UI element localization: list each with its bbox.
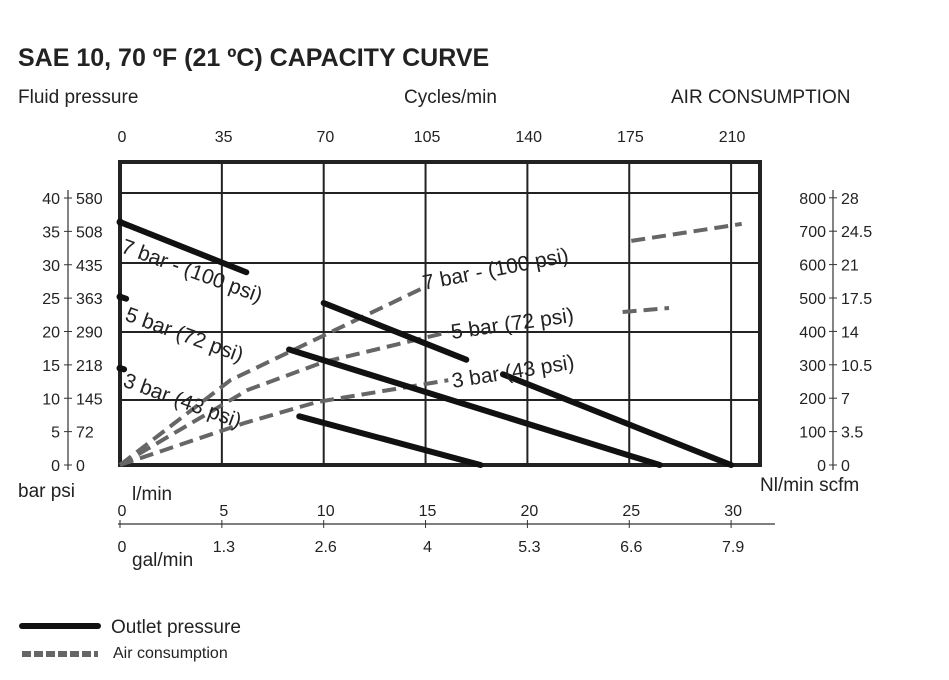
scfm-tick-label: 0 (841, 458, 850, 475)
scfm-tick-label: 17.5 (841, 291, 872, 308)
gpm-tick-label: 6.6 (620, 539, 642, 556)
left-axis-units: bar psi (18, 481, 75, 502)
bar-tick-label: 5 (51, 425, 60, 442)
psi-tick-label: 72 (76, 425, 94, 442)
lpm-tick-label: 15 (419, 503, 437, 520)
air-label-7bar: 7 bar - (100 psi) (421, 244, 571, 295)
cycles-tick-label: 105 (414, 129, 441, 146)
cycles-tick-label: 0 (118, 129, 127, 146)
lpm-axis-units: l/min (132, 484, 172, 505)
nl-tick-label: 0 (817, 458, 826, 475)
scfm-tick-label: 21 (841, 258, 859, 275)
psi-tick-label: 580 (76, 191, 103, 208)
scfm-tick-label: 7 (841, 391, 850, 408)
psi-tick-label: 508 (76, 224, 103, 241)
nl-tick-label: 700 (799, 224, 826, 241)
bar-tick-label: 20 (42, 325, 60, 342)
nl-tick-label: 200 (799, 391, 826, 408)
nl-tick-label: 800 (799, 191, 826, 208)
lpm-tick-label: 30 (724, 503, 742, 520)
outlet-label-3bar: 3 bar (43 psi) (120, 369, 244, 433)
right-axis-title: AIR CONSUMPTION (671, 87, 850, 108)
psi-tick-label: 363 (76, 291, 103, 308)
bar-tick-label: 30 (42, 258, 60, 275)
gpm-tick-label: 1.3 (213, 539, 235, 556)
outlet-pressure-line (296, 413, 484, 468)
outlet-pressure-series (116, 218, 735, 468)
gpm-tick-label: 5.3 (518, 539, 540, 556)
lpm-tick-label: 25 (622, 503, 640, 520)
scfm-tick-label: 3.5 (841, 425, 863, 442)
outlet-pressure-line (320, 300, 470, 363)
outlet-pressure-line (286, 346, 663, 468)
right-axis-units: Nl/min scfm (760, 475, 859, 496)
legend-outlet-label: Outlet pressure (111, 617, 241, 638)
psi-tick-label: 218 (76, 358, 103, 375)
lpm-tick-label: 10 (317, 503, 335, 520)
top-axis-title: Cycles/min (404, 87, 497, 108)
scfm-tick-label: 24.5 (841, 224, 872, 241)
gpm-tick-label: 0 (118, 539, 127, 556)
lpm-tick-label: 0 (118, 503, 127, 520)
scfm-tick-label: 14 (841, 324, 859, 341)
nl-tick-label: 400 (799, 324, 826, 341)
cycles-tick-label: 140 (515, 129, 542, 146)
lpm-tick-label: 5 (219, 503, 228, 520)
outlet-pressure-line (117, 219, 250, 276)
cycles-tick-label: 175 (617, 129, 644, 146)
scfm-tick-label: 28 (841, 191, 859, 208)
scfm-tick-label: 10.5 (841, 358, 872, 375)
gpm-tick-label: 7.9 (722, 539, 744, 556)
psi-tick-label: 0 (76, 458, 85, 475)
psi-tick-label: 145 (76, 391, 103, 408)
psi-tick-label: 435 (76, 258, 103, 275)
air-consumption-line (118, 330, 449, 467)
nl-tick-label: 500 (799, 291, 826, 308)
air-consumption-line (622, 306, 670, 314)
gpm-axis-units: gal/min (132, 550, 193, 571)
legend-air-label: Air consumption (113, 645, 228, 662)
nl-tick-label: 600 (799, 258, 826, 275)
nl-tick-label: 300 (799, 358, 826, 375)
bar-tick-label: 15 (42, 358, 60, 375)
cycles-tick-label: 70 (316, 129, 334, 146)
chart-title: SAE 10, 70 ºF (21 ºC) CAPACITY CURVE (18, 44, 489, 72)
gpm-tick-label: 4 (423, 539, 432, 556)
bar-tick-label: 35 (42, 224, 60, 241)
nl-tick-label: 100 (799, 425, 826, 442)
air-label-5bar: 5 bar (72 psi) (449, 304, 575, 344)
air-consumption-line (630, 221, 743, 243)
bar-tick-label: 40 (42, 191, 60, 208)
gpm-tick-label: 2.6 (315, 539, 337, 556)
bar-tick-label: 10 (42, 391, 60, 408)
plot-frame (118, 160, 762, 467)
outlet-pressure-line (117, 365, 128, 373)
air-consumption-line (119, 378, 449, 467)
lpm-tick-label: 20 (521, 503, 539, 520)
left-axis-title: Fluid pressure (18, 87, 138, 108)
outlet-label-5bar: 5 bar (72 psi) (122, 303, 246, 367)
outlet-pressure-line (499, 371, 735, 468)
bar-tick-label: 25 (42, 291, 60, 308)
psi-tick-label: 290 (76, 325, 103, 342)
cycles-tick-label: 35 (215, 129, 233, 146)
cycles-tick-label: 210 (719, 129, 746, 146)
air-label-3bar: 3 bar (43 psi) (450, 351, 576, 393)
outlet-pressure-line (117, 293, 130, 302)
bar-tick-label: 0 (51, 458, 60, 475)
